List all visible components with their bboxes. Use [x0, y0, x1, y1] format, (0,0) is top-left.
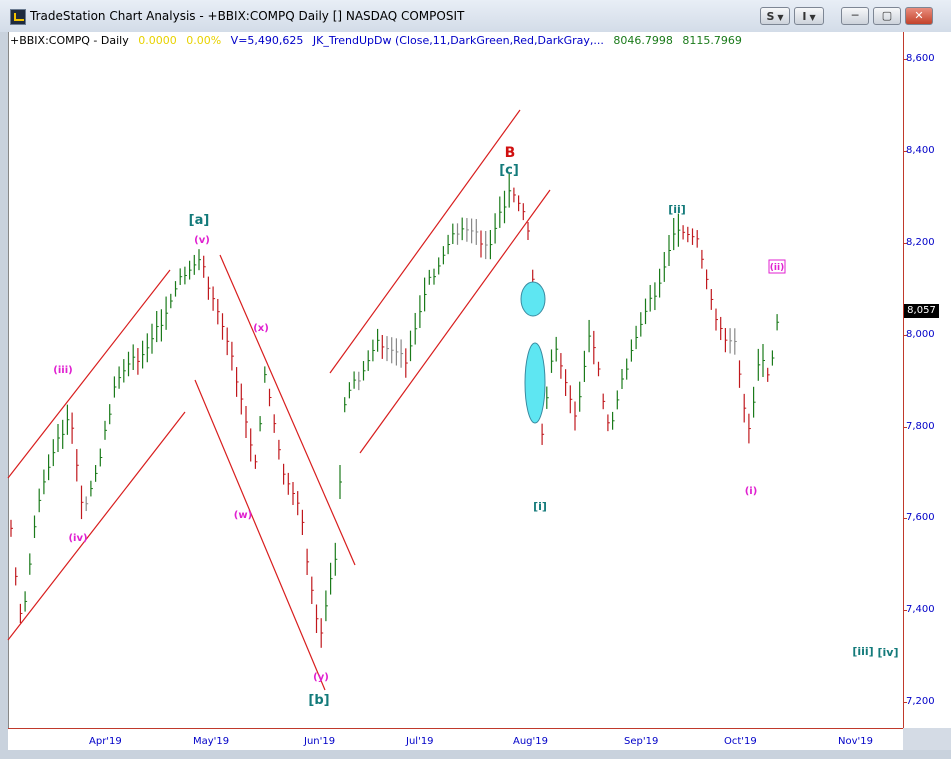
y-tick-label: 7,600 [906, 512, 935, 523]
wave-label-a: [a] [189, 213, 210, 228]
wave-label-c: [c] [499, 163, 519, 178]
wave-label-b-bracket: [b] [308, 693, 329, 708]
title-bar: TradeStation Chart Analysis - +BBIX:COMP… [0, 0, 951, 33]
change-percent: 0.00% [186, 34, 222, 47]
channel-line [7, 269, 171, 479]
y-tick-mark [903, 151, 907, 152]
restore-button[interactable]: ▢ [873, 7, 901, 25]
y-tick-label: 8,200 [906, 237, 935, 248]
wave-label-iv-bracket: [iv] [878, 646, 899, 659]
y-tick-label: 7,800 [906, 421, 935, 432]
y-tick-mark [903, 335, 907, 336]
y-tick-label: 7,400 [906, 604, 935, 615]
y-tick-mark [903, 702, 907, 703]
indicator-label: JK_TrendUpDw (Close,11,DarkGreen,Red,Dar… [312, 34, 604, 47]
s-dropdown-button[interactable]: S ▼ [760, 7, 790, 25]
wave-label-sub-iv: (iv) [68, 533, 87, 544]
x-tick-label: Apr'19 [89, 736, 122, 747]
scrollbar-strip[interactable] [0, 750, 951, 759]
channel-line [194, 379, 326, 691]
volume-value: V=5,490,625 [230, 34, 304, 47]
x-tick-label: Sep'19 [624, 736, 659, 747]
x-tick-label: Jul'19 [406, 736, 434, 747]
minimize-button[interactable]: ─ [841, 7, 869, 25]
date-axis[interactable] [8, 728, 903, 751]
wave-label-sub-ii: (ii) [770, 263, 784, 273]
y-tick-mark [903, 610, 907, 611]
channel-line [219, 254, 356, 566]
highlight-ellipse [520, 281, 546, 317]
y-tick-label: 7,200 [906, 696, 935, 707]
price-axis[interactable] [903, 32, 951, 728]
close-button[interactable]: ✕ [905, 7, 933, 25]
wave-label-sub-x: (x) [253, 323, 269, 334]
i-dropdown-button[interactable]: I ▼ [794, 7, 824, 25]
wave-label-B: B [505, 145, 516, 161]
wave-label-sub-y: (y) [313, 672, 329, 683]
window-title: TradeStation Chart Analysis - +BBIX:COMP… [30, 9, 465, 23]
trend-channels [7, 109, 551, 691]
y-tick-label: 8,400 [906, 145, 935, 156]
wave-label-ii-bracket: [ii] [668, 203, 686, 216]
y-tick-mark [903, 518, 907, 519]
wave-label-sub-v: (v) [194, 235, 210, 246]
price-bars [10, 174, 780, 648]
price-chart-area[interactable] [8, 32, 903, 728]
indicator-value-1: 8046.7998 [613, 34, 673, 47]
chart-info-line: +BBIX:COMPQ - Daily 0.0000 0.00% V=5,490… [10, 34, 748, 47]
current-price-marker: 8,057 [904, 304, 939, 318]
x-tick-label: Aug'19 [513, 736, 548, 747]
wave-label-sub-w: (w) [234, 510, 252, 521]
x-tick-label: Jun'19 [304, 736, 336, 747]
channel-line [329, 109, 521, 374]
highlight-ellipse [524, 342, 546, 424]
y-tick-label: 8,600 [906, 53, 935, 64]
indicator-value-2: 8115.7969 [682, 34, 742, 47]
symbol-label: +BBIX:COMPQ - Daily [10, 34, 129, 47]
y-tick-label: 8,000 [906, 329, 935, 340]
x-tick-label: May'19 [193, 736, 230, 747]
y-tick-mark [903, 243, 907, 244]
wave-label-sub-iii: (iii) [53, 365, 72, 376]
channel-line [7, 411, 186, 641]
wave-label-sub-i: (i) [745, 486, 758, 497]
channel-line [359, 189, 551, 454]
x-tick-label: Oct'19 [724, 736, 757, 747]
change-value: 0.0000 [138, 34, 177, 47]
tradestation-app-icon [10, 9, 26, 25]
wave-label-i-bracket: [i] [533, 500, 547, 513]
wave-label-iii-bracket: [iii] [852, 645, 873, 658]
wave-label-box [768, 259, 786, 274]
window-left-border [0, 32, 8, 750]
y-tick-mark [903, 427, 907, 428]
wave-labels: [a] [b] [c] B [i] [ii] [iii] [iv] (iii) … [53, 145, 898, 708]
x-tick-label: Nov'19 [838, 736, 873, 747]
y-tick-mark [903, 59, 907, 60]
